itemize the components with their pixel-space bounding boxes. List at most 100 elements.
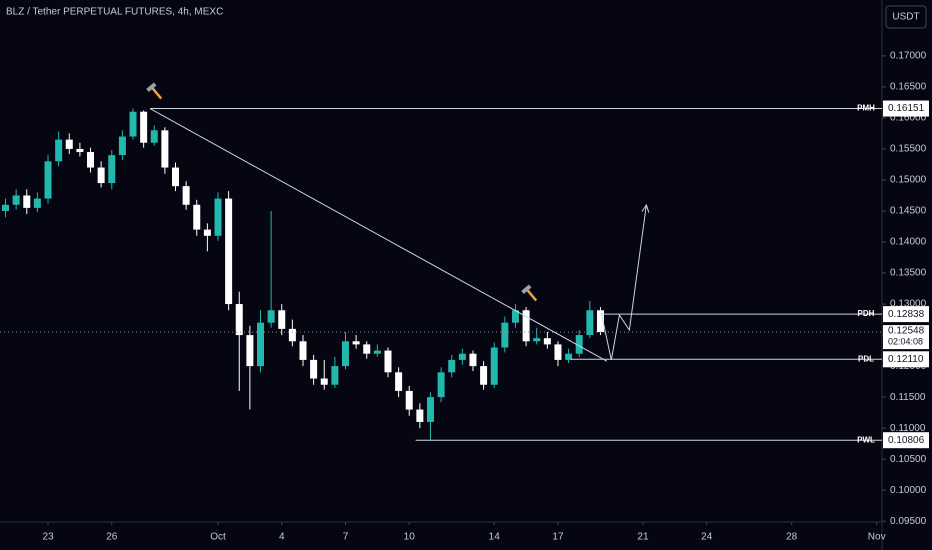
candle-body: [341, 341, 349, 367]
candle-body: [395, 372, 403, 391]
y-tick-label: 0.16000: [890, 113, 927, 124]
candle-body: [129, 111, 137, 137]
level-price-label: 0.12110: [888, 354, 924, 365]
candle-body: [267, 310, 275, 323]
candle-body: [299, 341, 307, 360]
candle-body: [469, 353, 477, 367]
candle-body: [480, 366, 488, 385]
x-tick-label: 7: [343, 532, 349, 543]
candle-body: [172, 167, 180, 187]
y-tick-label: 0.10500: [890, 454, 927, 465]
currency-button[interactable]: [885, 5, 927, 29]
candle-body: [44, 161, 52, 199]
level-price-box: [883, 306, 929, 323]
candle-body: [182, 186, 190, 205]
candle-body: [150, 130, 158, 143]
projection-arrowhead: [641, 203, 650, 213]
y-tick-label: 0.13000: [890, 299, 927, 310]
candle-body: [12, 195, 20, 205]
candle-body: [490, 347, 498, 385]
candle-body: [565, 353, 573, 360]
candle-body: [596, 310, 604, 333]
candle-body: [2, 204, 10, 211]
candle-body: [352, 341, 360, 345]
y-tick-label: 0.10000: [890, 485, 927, 496]
y-tick-label: 0.13500: [890, 268, 927, 279]
candle-body: [437, 372, 445, 398]
level-price-label: 0.16151: [888, 103, 925, 114]
candle-body: [246, 335, 254, 367]
candle-body: [225, 198, 233, 305]
candle-body: [235, 304, 243, 336]
candle-body: [161, 130, 169, 168]
x-tick-label: 14: [489, 532, 501, 543]
level-name: PMH: [857, 104, 875, 113]
candle-body: [55, 139, 63, 162]
y-tick-label: 0.09500: [890, 516, 927, 527]
candle-body: [87, 152, 95, 168]
candle-body: [501, 322, 509, 348]
candle-body: [118, 136, 126, 156]
level-name: PWL: [857, 435, 875, 444]
candle-body: [310, 359, 318, 379]
countdown: 02:04:08: [888, 336, 923, 346]
candle-body: [97, 167, 105, 184]
candle-body: [511, 310, 519, 323]
candle-body: [405, 390, 413, 410]
level-price-label: 0.10806: [888, 435, 925, 446]
x-tick-label: 4: [279, 532, 285, 543]
trend-line: [149, 108, 608, 362]
candle-body: [416, 409, 424, 422]
last-price-box: [883, 325, 929, 350]
x-tick-label: Oct: [210, 532, 226, 543]
candle-body: [586, 310, 594, 336]
last-price-label: 0.12548: [888, 326, 925, 337]
y-tick-label: 0.14500: [890, 206, 927, 217]
candle-body: [554, 344, 562, 360]
candle-body: [76, 148, 84, 153]
x-tick-label: Nov: [868, 532, 886, 543]
x-tick-label: 10: [404, 532, 416, 543]
candle-body: [331, 366, 339, 385]
level-name: PDL: [858, 354, 874, 363]
candle-body: [320, 378, 328, 385]
candle-body: [533, 338, 541, 342]
level-price-box: [883, 432, 929, 449]
candle-body: [33, 198, 41, 208]
y-tick-label: 0.17000: [890, 50, 927, 61]
hammer-icon: [146, 82, 163, 100]
x-tick-label: 17: [552, 532, 564, 543]
candle-body: [193, 204, 201, 230]
candle-body: [288, 328, 296, 342]
y-tick-label: 0.16500: [890, 82, 927, 93]
currency-label[interactable]: USDT: [892, 12, 919, 23]
candle-body: [278, 310, 286, 329]
projection-path: [600, 204, 647, 361]
candle-body: [203, 229, 211, 236]
y-tick-label: 0.15000: [890, 175, 927, 186]
chart-title: BLZ / Tether PERPETUAL FUTURES, 4h, MEXC: [6, 7, 223, 18]
candle-body: [256, 322, 264, 367]
candle-body: [522, 310, 530, 342]
y-tick-label: 0.11500: [890, 392, 926, 403]
x-tick-label: 21: [637, 532, 649, 543]
candle-body: [384, 350, 392, 373]
hammer-icon: [521, 284, 538, 302]
level-name: PDH: [858, 309, 875, 318]
y-tick-label: 0.15500: [890, 144, 927, 155]
y-tick-label: 0.14000: [890, 237, 927, 248]
candle-body: [363, 344, 371, 354]
candle-body: [426, 397, 434, 422]
x-tick-label: 28: [786, 532, 798, 543]
candle-body: [140, 111, 148, 143]
x-tick-label: 24: [701, 532, 713, 543]
candle-body: [373, 350, 381, 354]
candle-body: [214, 198, 222, 236]
x-tick-label: 26: [106, 532, 118, 543]
y-tick-label: 0.11000: [890, 423, 926, 434]
candle-body: [65, 139, 73, 149]
candle-body: [458, 353, 466, 360]
candle-body: [575, 335, 583, 354]
